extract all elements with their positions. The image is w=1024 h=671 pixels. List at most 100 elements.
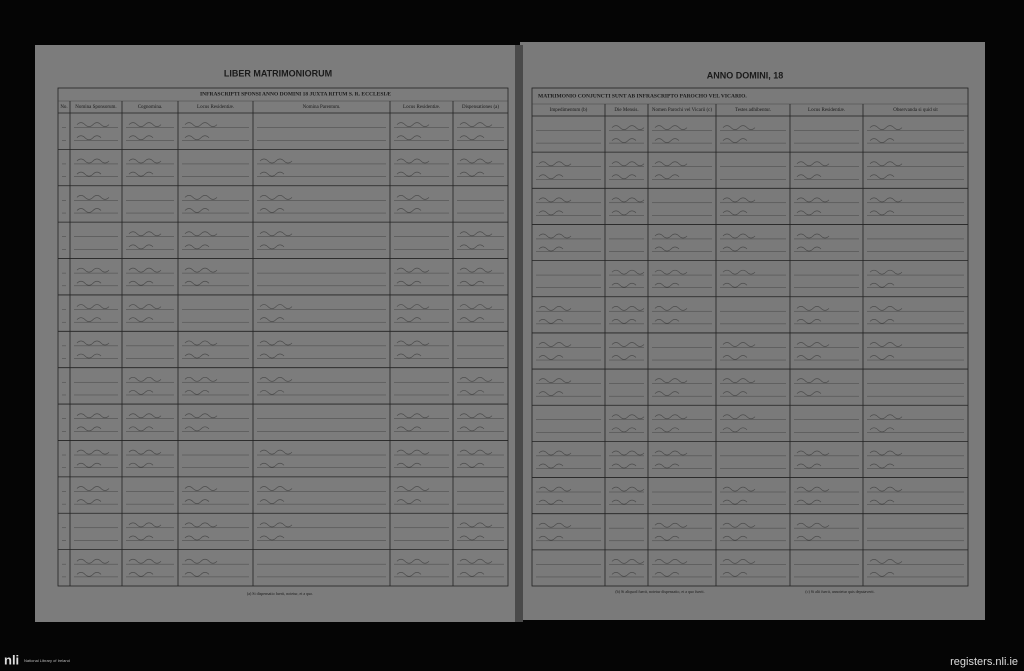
handwriting xyxy=(128,558,162,577)
handwriting xyxy=(654,378,688,397)
handwriting xyxy=(869,559,903,577)
handwriting xyxy=(76,195,110,213)
handwriting xyxy=(259,449,293,468)
right-footnote: (c) Si alii fuerit, annotetur quis deput… xyxy=(805,589,874,595)
handwriting xyxy=(128,376,162,395)
handwriting xyxy=(538,233,572,252)
handwriting xyxy=(796,233,830,252)
handwriting xyxy=(184,522,218,541)
handwriting xyxy=(796,305,830,324)
handwriting xyxy=(184,486,218,504)
right-title: ANNO DOMINI, 18 xyxy=(707,70,784,80)
handwriting xyxy=(76,340,110,359)
handwriting xyxy=(459,231,493,250)
handwriting xyxy=(259,486,293,504)
handwriting xyxy=(796,522,830,541)
handwriting xyxy=(538,378,572,397)
handwriting xyxy=(396,122,430,141)
handwriting xyxy=(459,376,493,395)
handwriting xyxy=(259,195,293,213)
handwriting xyxy=(259,304,293,323)
handwriting xyxy=(869,486,903,505)
handwriting xyxy=(76,413,110,432)
handwriting xyxy=(128,122,162,141)
handwriting xyxy=(654,125,688,143)
gutter xyxy=(515,45,523,622)
left-subtitle: INFRASCRIPTI SPONSI ANNO DOMINI 18 JUXTA… xyxy=(200,91,392,97)
left-footnote: (a) Si dispensatio fuerit, notetur, et a… xyxy=(247,591,313,597)
handwriting xyxy=(722,197,756,216)
left-title: LIBER MATRIMONIORUM xyxy=(224,68,332,78)
column-header: Dispensationes (a) xyxy=(462,105,499,110)
handwriting xyxy=(128,158,162,177)
handwriting xyxy=(184,195,218,213)
column-header: Observanda si quid sit xyxy=(893,108,938,113)
handwriting xyxy=(184,267,218,286)
handwriting xyxy=(184,376,218,395)
column-header: Cognomina. xyxy=(138,105,163,110)
column-header: Nomina Sponsorum. xyxy=(75,105,116,110)
handwriting xyxy=(76,158,110,177)
handwriting xyxy=(654,269,688,288)
column-header: Locus Residentiæ. xyxy=(197,105,234,110)
handwriting xyxy=(459,522,493,541)
handwriting xyxy=(396,558,430,577)
handwriting xyxy=(76,449,110,468)
handwriting xyxy=(128,304,162,323)
handwriting xyxy=(722,125,756,143)
handwriting xyxy=(611,342,645,360)
handwriting xyxy=(76,558,110,577)
handwriting xyxy=(611,414,645,433)
handwriting xyxy=(611,269,645,288)
handwriting xyxy=(396,304,430,323)
handwriting xyxy=(796,486,830,505)
handwriting xyxy=(869,197,903,216)
handwriting xyxy=(611,450,645,469)
handwriting xyxy=(654,450,688,469)
handwriting xyxy=(611,559,645,577)
right-page xyxy=(520,42,985,620)
handwriting xyxy=(459,267,493,286)
handwriting xyxy=(459,449,493,468)
right-footnote: (b) Si aliquod fuerit, notetur dispensat… xyxy=(615,589,704,595)
handwriting xyxy=(184,558,218,577)
handwriting xyxy=(459,158,493,177)
handwriting xyxy=(869,125,903,143)
handwriting xyxy=(654,414,688,433)
handwriting xyxy=(654,161,688,180)
handwriting xyxy=(259,231,293,250)
column-header: Locus Residentiæ. xyxy=(403,105,440,110)
handwriting xyxy=(396,267,430,286)
handwriting xyxy=(611,125,645,143)
handwriting xyxy=(538,197,572,216)
handwriting xyxy=(259,376,293,395)
handwriting xyxy=(184,231,218,250)
column-header: No. xyxy=(60,105,67,110)
handwriting xyxy=(796,197,830,216)
handwriting xyxy=(869,342,903,360)
handwriting xyxy=(184,413,218,432)
handwriting xyxy=(611,197,645,216)
table-frame xyxy=(531,87,969,587)
handwriting xyxy=(869,414,903,433)
left-page xyxy=(35,45,518,622)
handwriting xyxy=(611,161,645,180)
handwriting xyxy=(869,161,903,180)
handwriting xyxy=(722,342,756,360)
logo: nli xyxy=(4,652,19,667)
handwriting xyxy=(796,378,830,397)
handwriting xyxy=(654,559,688,577)
handwriting xyxy=(538,305,572,324)
handwriting xyxy=(76,122,110,141)
handwriting xyxy=(128,231,162,250)
handwriting xyxy=(869,305,903,324)
handwriting xyxy=(722,233,756,252)
handwriting xyxy=(396,195,430,213)
handwriting xyxy=(538,161,572,180)
handwriting xyxy=(654,522,688,541)
handwriting xyxy=(722,269,756,288)
handwriting xyxy=(396,486,430,504)
handwriting xyxy=(869,450,903,469)
table-frame xyxy=(57,87,509,587)
